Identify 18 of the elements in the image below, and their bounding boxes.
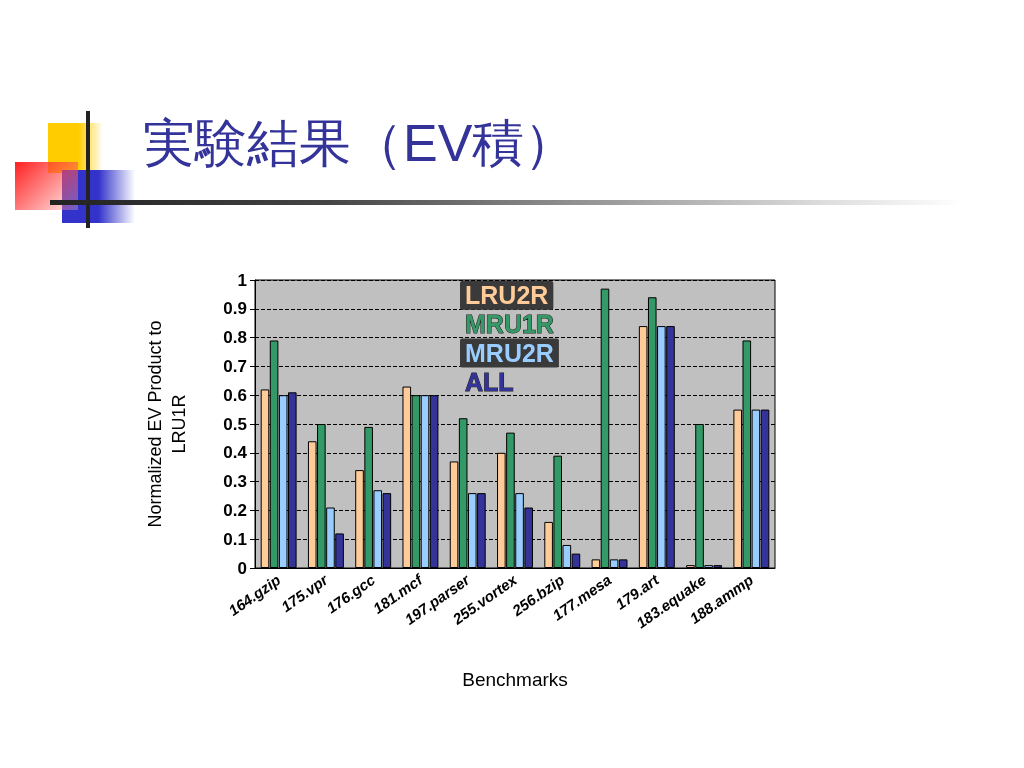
series-label: MRU1R (465, 310, 554, 339)
y-tick-label: 0.9 (223, 299, 247, 319)
y-tick-label: 0.2 (223, 500, 247, 520)
y-tick-label: 0.5 (223, 414, 247, 434)
y-tick-label: 0 (237, 558, 247, 578)
y-tick-label: 0.3 (223, 472, 247, 492)
y-tick-label: 0.1 (223, 529, 247, 549)
text: LRU2R (465, 281, 549, 310)
y-tick-label: 1 (237, 270, 247, 290)
y-tick-label: 0.6 (223, 385, 247, 405)
y-tick-label: 0.4 (223, 443, 248, 463)
chart-title: 実験結果（EV積） (143, 114, 577, 172)
y-axis-title: Normalized EV Product to LRU1R (145, 320, 189, 528)
series-label: ALL (465, 367, 514, 396)
x-axis-title: Benchmarks (462, 669, 568, 690)
y-tick-label: 0.7 (223, 356, 247, 376)
y-tick-label: 0.8 (223, 328, 247, 348)
series-label: MRU2R (465, 339, 554, 367)
